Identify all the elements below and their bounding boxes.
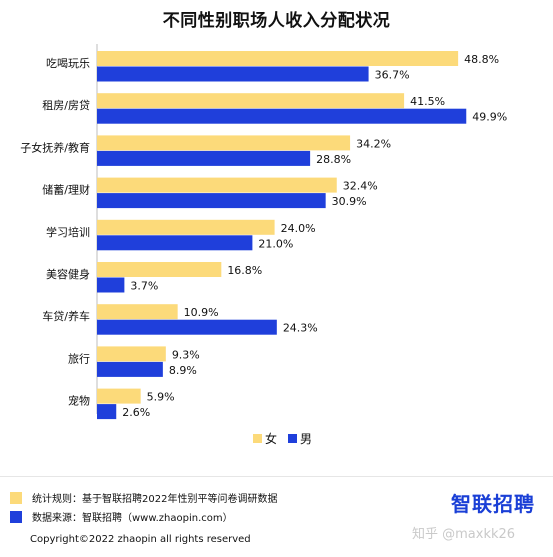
data-label: 36.7% — [375, 69, 410, 82]
category-label: 美容健身 — [46, 267, 90, 281]
data-label: 21.0% — [258, 237, 293, 250]
watermark: 知乎 @maxkk26 — [412, 527, 516, 542]
bar-female — [97, 262, 222, 277]
category-label: 学习培训 — [46, 225, 90, 239]
data-label: 34.2% — [356, 137, 391, 150]
bars-group: 吃喝玩乐 48.8% 36.7% 租房/房贷 41.5% 49.9% 子女抚养/教育 34.2… — [20, 51, 507, 420]
bar-female — [97, 219, 275, 235]
note-rule-swatch — [10, 491, 22, 504]
bar-male — [97, 361, 163, 377]
category-label: 旅行 — [68, 351, 90, 365]
copyright-text: Copyright©2022 zhaopin all rights reserv… — [30, 534, 251, 545]
data-label: 9.3% — [172, 348, 200, 361]
data-label: 8.9% — [169, 364, 197, 377]
category-label: 吃喝玩乐 — [46, 57, 90, 70]
note-source-swatch — [10, 510, 22, 523]
bar-female — [97, 388, 141, 404]
bar-female — [97, 177, 337, 193]
bar-female — [97, 93, 405, 109]
bar-male — [97, 404, 117, 420]
bar-female — [97, 135, 351, 151]
data-label: 2.6% — [122, 406, 150, 419]
category-label: 租房/房贷 — [42, 98, 90, 112]
data-label: 28.8% — [316, 153, 351, 166]
bar-female — [97, 304, 178, 320]
bar-female — [97, 346, 166, 362]
bar-chart: 吃喝玩乐 48.8% 36.7% 租房/房贷 41.5% 49.9% 子女抚养/教育 34.2… — [20, 44, 507, 446]
data-label: 41.5% — [410, 95, 445, 108]
category-label: 储蓄/理财 — [42, 183, 90, 197]
note-source: 数据来源：智联招聘（www.zhaopin.com） — [10, 509, 233, 524]
data-label: 5.9% — [147, 391, 175, 404]
data-label: 24.0% — [281, 222, 316, 235]
legend-label: 女 — [265, 431, 277, 446]
note-rule: 统计规则：基于智联招聘2022年性别平等问卷调研数据 — [10, 490, 277, 505]
data-label: 48.8% — [464, 53, 499, 66]
category-label: 子女抚养/教育 — [20, 140, 90, 154]
footer-divider — [0, 476, 553, 477]
data-label: 32.4% — [343, 180, 378, 193]
bar-male — [97, 193, 326, 209]
data-label: 3.7% — [130, 280, 158, 293]
data-label: 30.9% — [332, 195, 367, 208]
bar-male — [97, 235, 253, 251]
note-source-text: 数据来源：智联招聘（www.zhaopin.com） — [32, 513, 233, 524]
note-rule-text: 统计规则：基于智联招聘2022年性别平等问卷调研数据 — [32, 494, 278, 505]
legend: 女男 — [253, 431, 312, 446]
data-label: 24.3% — [283, 322, 318, 335]
bar-male — [97, 277, 125, 293]
data-label: 16.8% — [227, 264, 262, 277]
legend-swatch-female — [253, 434, 262, 443]
category-label: 车贷/养车 — [42, 309, 90, 323]
data-label: 10.9% — [184, 306, 219, 319]
chart-title: 不同性别职场人收入分配状况 — [162, 11, 391, 31]
bar-male — [97, 319, 277, 335]
data-label: 49.9% — [472, 111, 507, 124]
bar-male — [97, 108, 467, 124]
bar-female — [97, 51, 459, 66]
bar-male — [97, 150, 311, 166]
legend-swatch-male — [288, 434, 297, 443]
legend-label: 男 — [300, 432, 312, 446]
brand-logo: 智联招聘 — [451, 492, 535, 516]
category-label: 宠物 — [68, 394, 90, 408]
bar-male — [97, 66, 369, 82]
